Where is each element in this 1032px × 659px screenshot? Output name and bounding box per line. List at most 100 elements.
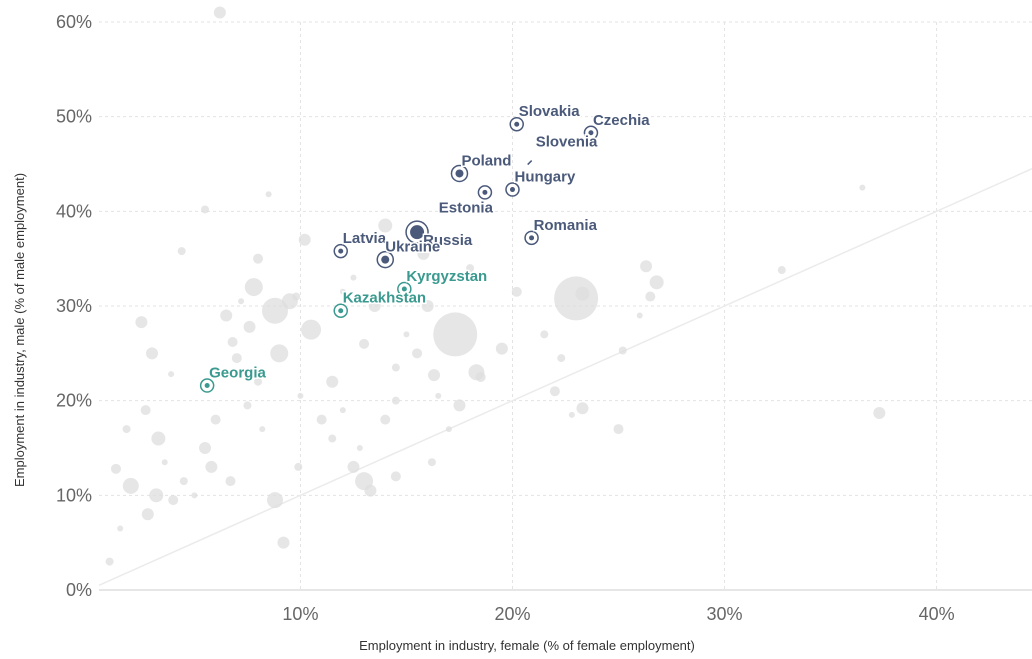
background-point [146, 347, 159, 360]
y-tick-label: 60% [56, 12, 92, 32]
background-point [495, 342, 508, 355]
point-label: Czechia [593, 112, 650, 129]
background-point [297, 392, 304, 399]
background-point [636, 312, 643, 319]
tick-labels: 0% 10% 20% 30% 40% 50% 60% 10% 20% 30% 40% [56, 12, 955, 624]
background-point [427, 458, 436, 467]
background-point [135, 316, 148, 329]
background-point [140, 405, 151, 416]
background-point [265, 191, 272, 198]
background-point [225, 476, 236, 487]
background-point [873, 406, 886, 419]
background-point [238, 298, 245, 305]
point-label: Slovakia [519, 103, 581, 120]
background-point [122, 477, 139, 494]
background-point [453, 399, 466, 412]
x-tick-label: 10% [282, 604, 318, 624]
background-point [511, 286, 522, 297]
background-point [568, 411, 575, 418]
background-point [378, 218, 393, 233]
highlight-point [529, 235, 535, 241]
background-point [435, 392, 442, 399]
background-point [328, 434, 337, 443]
background-point [557, 354, 566, 363]
background-point [575, 286, 590, 301]
label-leader [527, 160, 533, 166]
background-point [350, 274, 357, 281]
background-point [316, 414, 327, 425]
background-point [243, 320, 256, 333]
reference-diagonal [98, 168, 1032, 586]
background-point [177, 247, 186, 256]
background-point [298, 233, 311, 246]
background-point [412, 348, 423, 359]
diagonal-line [98, 168, 1032, 586]
point-label: Estonia [439, 199, 494, 216]
background-point [231, 353, 242, 364]
background-point [261, 297, 288, 324]
background-point [645, 291, 656, 302]
background-point [292, 292, 301, 301]
background-point [210, 414, 221, 425]
background-point [253, 253, 264, 264]
highlight-point [514, 121, 520, 127]
background-point [777, 266, 786, 275]
highlight-point [410, 225, 425, 240]
point-label: Latvia [343, 230, 387, 247]
background-point [168, 495, 179, 506]
background-point [201, 205, 210, 214]
background-point [205, 460, 218, 473]
point-label: Georgia [209, 365, 266, 382]
y-tick-label: 30% [56, 296, 92, 316]
background-point [141, 508, 154, 521]
background-point [117, 525, 124, 532]
background-point [220, 309, 233, 322]
highlight-point [338, 308, 344, 314]
background-point [417, 247, 430, 260]
background-point [359, 338, 370, 349]
y-tick-label: 50% [56, 107, 92, 127]
background-point [391, 396, 400, 405]
background-point [403, 331, 410, 338]
highlight-point [588, 130, 594, 136]
background-point [151, 431, 166, 446]
background-point [199, 442, 212, 454]
background-point [294, 462, 303, 471]
background-point [161, 459, 168, 466]
background-point [613, 424, 624, 435]
background-point [213, 6, 226, 19]
background-point [475, 372, 486, 382]
background-point [540, 330, 549, 339]
highlight-point [381, 255, 390, 264]
y-tick-label: 40% [56, 201, 92, 221]
background-point [421, 300, 434, 312]
y-tick-label: 10% [56, 485, 92, 505]
background-point [339, 407, 346, 414]
background-point [266, 492, 283, 509]
background-point [391, 363, 400, 372]
background-point [168, 371, 175, 378]
x-axis-label: Employment in industry, female (% of fem… [359, 638, 695, 653]
background-point [618, 346, 627, 355]
background-point [259, 426, 266, 433]
point-label: Slovenia [536, 134, 598, 151]
background-point [110, 463, 121, 474]
background-point [640, 260, 653, 273]
y-tick-label: 0% [66, 580, 92, 600]
background-point [649, 275, 664, 290]
background-point [105, 557, 114, 566]
point-label: Russia [423, 232, 473, 249]
y-tick-label: 20% [56, 391, 92, 411]
x-tick-label: 20% [494, 604, 530, 624]
background-point [227, 336, 238, 347]
background-point [347, 460, 360, 473]
point-label: Kyrgyzstan [406, 268, 487, 285]
background-point [326, 375, 339, 388]
background-point [339, 288, 346, 295]
background-point [122, 425, 131, 434]
x-tick-label: 30% [707, 604, 743, 624]
background-point [301, 319, 322, 340]
background-point [380, 414, 391, 425]
background-point [191, 492, 198, 499]
